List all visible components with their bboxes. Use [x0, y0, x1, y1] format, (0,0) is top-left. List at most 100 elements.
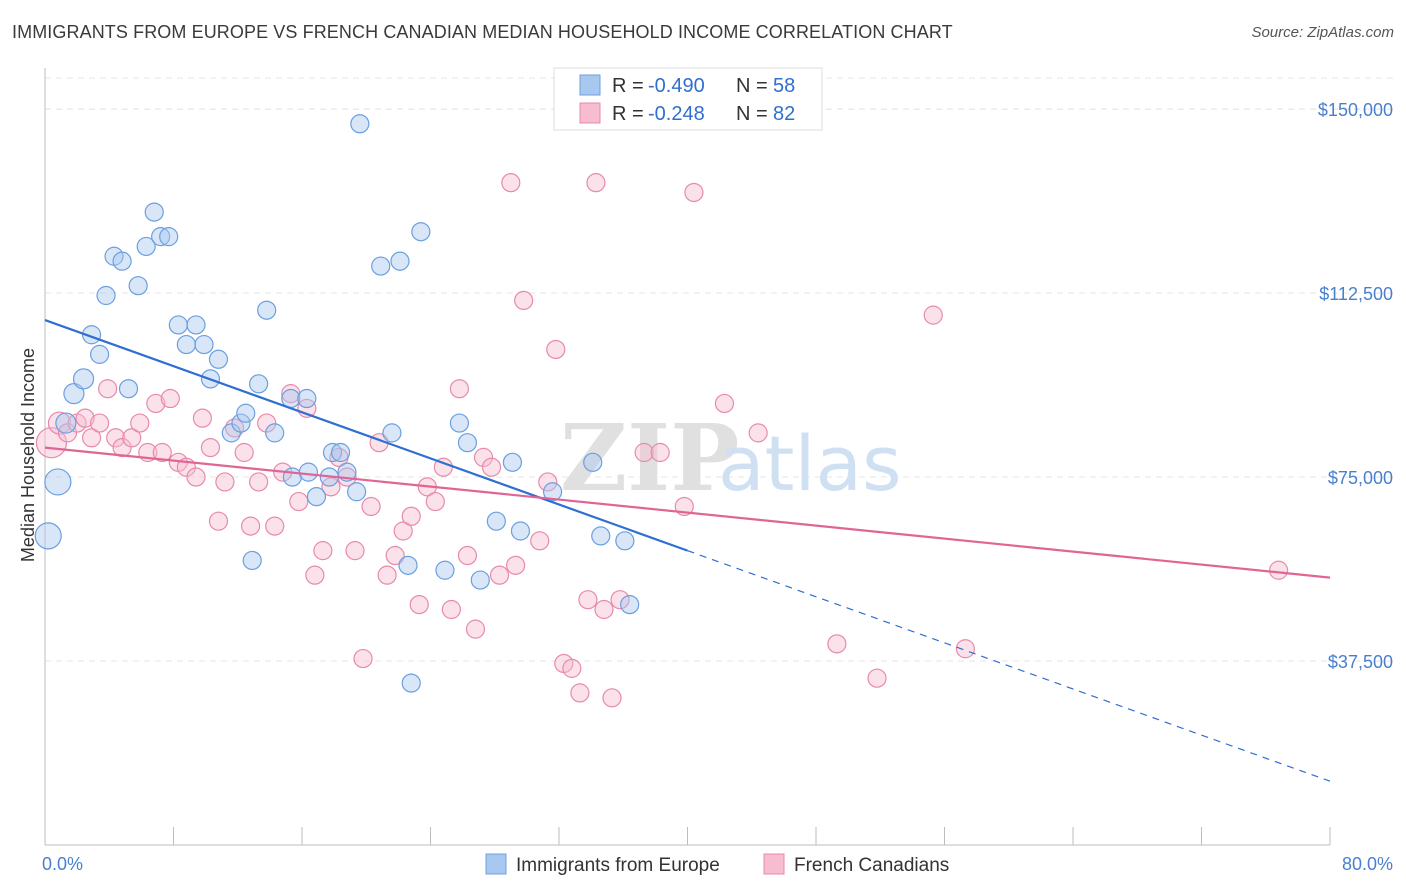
data-point	[81, 428, 102, 448]
data-point	[75, 408, 95, 428]
data-point	[289, 491, 309, 512]
trend-line-europe-extension	[687, 550, 1331, 782]
data-point	[106, 428, 126, 448]
data-point	[215, 472, 235, 492]
legend-r-value: -0.248	[648, 103, 705, 125]
legend-label: French Canadians	[794, 855, 949, 876]
data-point	[409, 594, 429, 615]
data-point	[1268, 560, 1289, 580]
data-point	[457, 545, 478, 566]
x-tick-labels: 0.0% 80.0%	[42, 854, 1393, 874]
trend-line-french-canadian	[44, 446, 1331, 579]
data-point	[449, 379, 470, 399]
legend-swatch	[485, 853, 507, 875]
data-point	[489, 565, 510, 585]
data-point	[122, 428, 142, 448]
data-point	[530, 531, 550, 551]
data-point	[249, 374, 269, 394]
trend-line-europe	[44, 318, 688, 552]
data-point	[98, 379, 118, 399]
data-point	[63, 383, 85, 405]
data-point	[55, 412, 77, 434]
data-point	[241, 516, 261, 536]
data-point	[481, 457, 502, 477]
data-point	[345, 541, 365, 561]
data-point	[257, 300, 277, 320]
data-point	[465, 619, 486, 639]
data-point	[506, 555, 526, 575]
data-point	[398, 555, 418, 575]
data-point	[136, 236, 156, 257]
data-point	[221, 423, 241, 443]
y-tick-labels: $37,500 $75,000 $112,500 $150,000	[1318, 100, 1393, 672]
data-point	[282, 467, 302, 487]
y-tick-label: $150,000	[1318, 100, 1393, 120]
data-point	[570, 683, 590, 703]
legend-r-label: R =	[612, 103, 644, 125]
data-point	[650, 442, 670, 463]
data-point	[297, 388, 317, 409]
data-point	[306, 487, 327, 507]
data-point	[514, 290, 534, 311]
data-point	[90, 413, 110, 433]
watermark-atlas: atlas	[718, 419, 902, 508]
data-point	[146, 393, 166, 414]
data-point	[200, 437, 221, 458]
data-point	[542, 482, 563, 502]
data-point	[192, 408, 213, 428]
x-tick-label: 80.0%	[1342, 854, 1393, 874]
data-point	[186, 315, 206, 335]
legend-bottom: Immigrants from Europe French Canadians	[485, 853, 949, 876]
data-point	[347, 482, 367, 502]
data-point	[231, 413, 251, 433]
y-tick-label: $112,500	[1319, 284, 1393, 304]
data-point	[249, 472, 269, 492]
data-point	[350, 114, 370, 134]
data-point	[401, 673, 421, 693]
data-point	[168, 315, 188, 335]
legend-top: R = -0.490 N = 58 R = -0.248 N = 82	[553, 67, 823, 131]
data-point	[298, 462, 319, 482]
data-point	[470, 570, 490, 590]
data-point	[449, 413, 470, 433]
data-point	[242, 550, 262, 571]
data-point	[34, 522, 62, 550]
data-point	[748, 423, 768, 443]
data-point	[615, 531, 635, 551]
data-point	[578, 590, 598, 610]
data-point	[176, 334, 196, 355]
data-point	[583, 452, 603, 472]
y-tick-label: $37,500	[1328, 652, 1393, 672]
data-point	[112, 437, 132, 458]
data-point	[501, 173, 521, 193]
data-point	[562, 658, 582, 678]
data-point	[382, 423, 402, 443]
data-point	[827, 634, 847, 654]
data-point	[594, 599, 614, 620]
x-tick-label: 0.0%	[42, 854, 83, 874]
data-point	[684, 182, 704, 203]
trend-lines	[44, 318, 1331, 782]
data-point	[486, 511, 506, 531]
data-point	[411, 222, 431, 242]
data-point	[441, 599, 461, 620]
data-point	[144, 202, 164, 222]
data-point	[208, 511, 229, 531]
data-point	[371, 256, 391, 276]
watermark-zip: ZIP	[560, 404, 739, 512]
data-point	[923, 305, 943, 325]
data-point	[186, 467, 206, 487]
data-points	[34, 114, 1289, 708]
data-point	[236, 403, 256, 423]
legend-r-label: R =	[612, 75, 644, 97]
source-label: Source: ZipAtlas.com	[1251, 24, 1394, 41]
data-point	[151, 227, 171, 247]
data-point	[234, 442, 254, 463]
data-point	[96, 285, 116, 306]
data-point	[602, 688, 622, 708]
data-point	[435, 560, 455, 580]
data-point	[361, 496, 381, 517]
chart-title: IMMIGRANTS FROM EUROPE VS FRENCH CANADIA…	[12, 22, 953, 42]
watermark: ZIP atlas	[560, 404, 902, 512]
data-point	[330, 442, 351, 463]
